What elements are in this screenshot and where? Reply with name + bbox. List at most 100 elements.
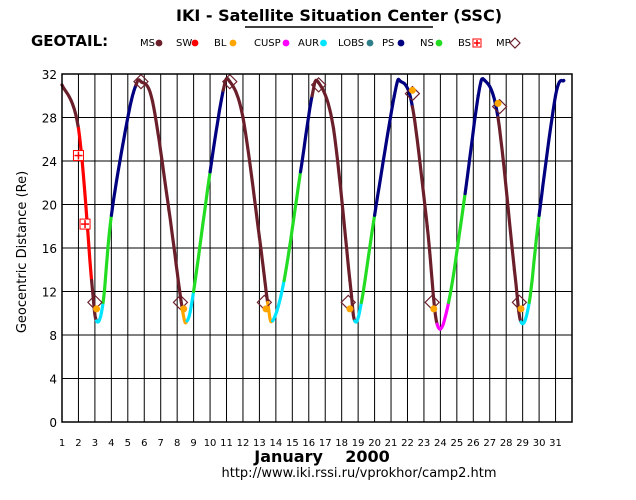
legend-swatch-ns (435, 39, 443, 47)
curve-segment (241, 115, 261, 239)
grid (62, 74, 572, 422)
curve-segment (483, 78, 500, 120)
curve-segment (60, 83, 81, 130)
x-tick-label: 4 (108, 438, 114, 449)
y-axis-label: Geocentric Distance (Re) (15, 171, 30, 333)
source-url: http://www.iki.rssi.ru/vprokhor/camp2.ht… (222, 466, 497, 481)
curve-segment (150, 99, 171, 212)
curve-segment (553, 78, 566, 98)
curve-segment (109, 115, 130, 217)
curve-segment (353, 300, 363, 324)
curve-segment (348, 279, 357, 323)
x-tick-label: 29 (516, 438, 529, 449)
curve-segment (257, 235, 270, 304)
curve-segment (282, 170, 303, 283)
y-tick-label: 20 (42, 199, 57, 213)
y-tick-label: 24 (42, 155, 57, 169)
x-tick-label: 24 (434, 438, 447, 449)
x-tick-label: 14 (270, 438, 283, 449)
curve-segment (476, 77, 487, 98)
x-tick-label: 7 (158, 438, 164, 449)
legend-label-ps: PS (382, 38, 394, 49)
legend-label-ns: NS (420, 38, 434, 49)
legend-label-bs: BS (458, 38, 471, 49)
y-tick-label: 0 (49, 416, 57, 430)
chart-title: IKI - Satellite Situation Center (SSC) (176, 6, 502, 25)
curve-segment (331, 126, 352, 283)
bl-marker (262, 305, 270, 313)
x-tick-label: 21 (385, 438, 398, 449)
curve-segment (512, 268, 523, 324)
legend-swatch-lobs (366, 39, 374, 47)
legend-label-mp: MP (496, 38, 511, 49)
x-tick-label: 18 (335, 438, 348, 449)
mp-marker (404, 85, 421, 102)
y-tick-label: 12 (42, 286, 57, 300)
curve-segment (271, 279, 286, 323)
y-tick-label: 16 (42, 242, 57, 256)
curve-segment (76, 126, 94, 283)
x-tick-label: 16 (302, 438, 315, 449)
curve-segment (317, 81, 336, 130)
curve-segment (373, 94, 396, 217)
curve-segment (537, 94, 558, 217)
x-tick-label: 2 (75, 438, 81, 449)
bs-marker (72, 150, 84, 162)
legend-swatch-mp (509, 37, 521, 49)
curve-segment (496, 115, 517, 272)
y-tick-labels: 0 4 8 12 16 20 24 28 32 (42, 68, 57, 430)
curve-segment (527, 213, 541, 304)
curve-segment (192, 170, 212, 294)
x-tick-label: 13 (253, 438, 266, 449)
plot-frame (61, 73, 573, 423)
curve-segment (410, 104, 429, 228)
x-tick-label: 3 (92, 438, 98, 449)
x-tick-label: 17 (319, 438, 332, 449)
x-tick-label: 10 (204, 438, 217, 449)
x-tick-label: 15 (286, 438, 299, 449)
legend-label-aur: AUR (298, 38, 319, 49)
bl-marker (517, 305, 525, 313)
x-tick-label: 12 (237, 438, 250, 449)
legend-label-lobs: LOBS (338, 38, 364, 49)
legend-swatch-bs (472, 38, 482, 48)
bs-marker (79, 218, 91, 230)
mp-marker (310, 77, 327, 93)
bl-marker (346, 305, 354, 313)
curve-segment (167, 208, 184, 310)
x-tick-label: 23 (418, 438, 431, 449)
x-tick-label: 25 (450, 438, 463, 449)
legend-label-sw: SW (176, 38, 192, 49)
x-tick-label: 22 (401, 438, 414, 449)
mp-marker (133, 73, 149, 90)
x-tick-label: 31 (549, 438, 562, 449)
x-tick-label: 1 (59, 438, 65, 449)
bl-marker (494, 99, 502, 107)
mp-marker (221, 73, 238, 90)
curve-segment (463, 94, 480, 196)
legend: MS SW BL CUSP AUR LOBS PS NS BS MP (140, 37, 521, 49)
y-tick-label: 8 (49, 329, 57, 343)
x-tick-label: 27 (483, 438, 496, 449)
curve-segment (447, 192, 467, 304)
x-tick-label: 19 (352, 438, 365, 449)
curve-segment (134, 78, 143, 87)
legend-swatch-aur (320, 39, 327, 47)
x-tick-label: 11 (220, 438, 233, 449)
bl-marker (180, 305, 188, 313)
curve-segment (399, 79, 414, 109)
x-tick-label: 28 (500, 438, 513, 449)
curve-segment (359, 213, 377, 304)
curve-segment (139, 79, 155, 103)
legend-swatch-sw (191, 39, 199, 47)
curve-segment (101, 213, 114, 304)
curve-segment (425, 224, 439, 326)
y-tick-label: 28 (42, 112, 57, 126)
legend-swatch-ps (397, 39, 405, 47)
x-tick-label: 20 (368, 438, 381, 449)
x-tick-labels: 1 2 3 4 5 6 7 8 9 10 11 12 13 14 15 16 17 18 19 20 21 22 23 24 2… (59, 438, 562, 449)
x-tick-label: 9 (190, 438, 196, 449)
curve-segment (228, 79, 245, 120)
x-tick-label: 5 (125, 438, 131, 449)
